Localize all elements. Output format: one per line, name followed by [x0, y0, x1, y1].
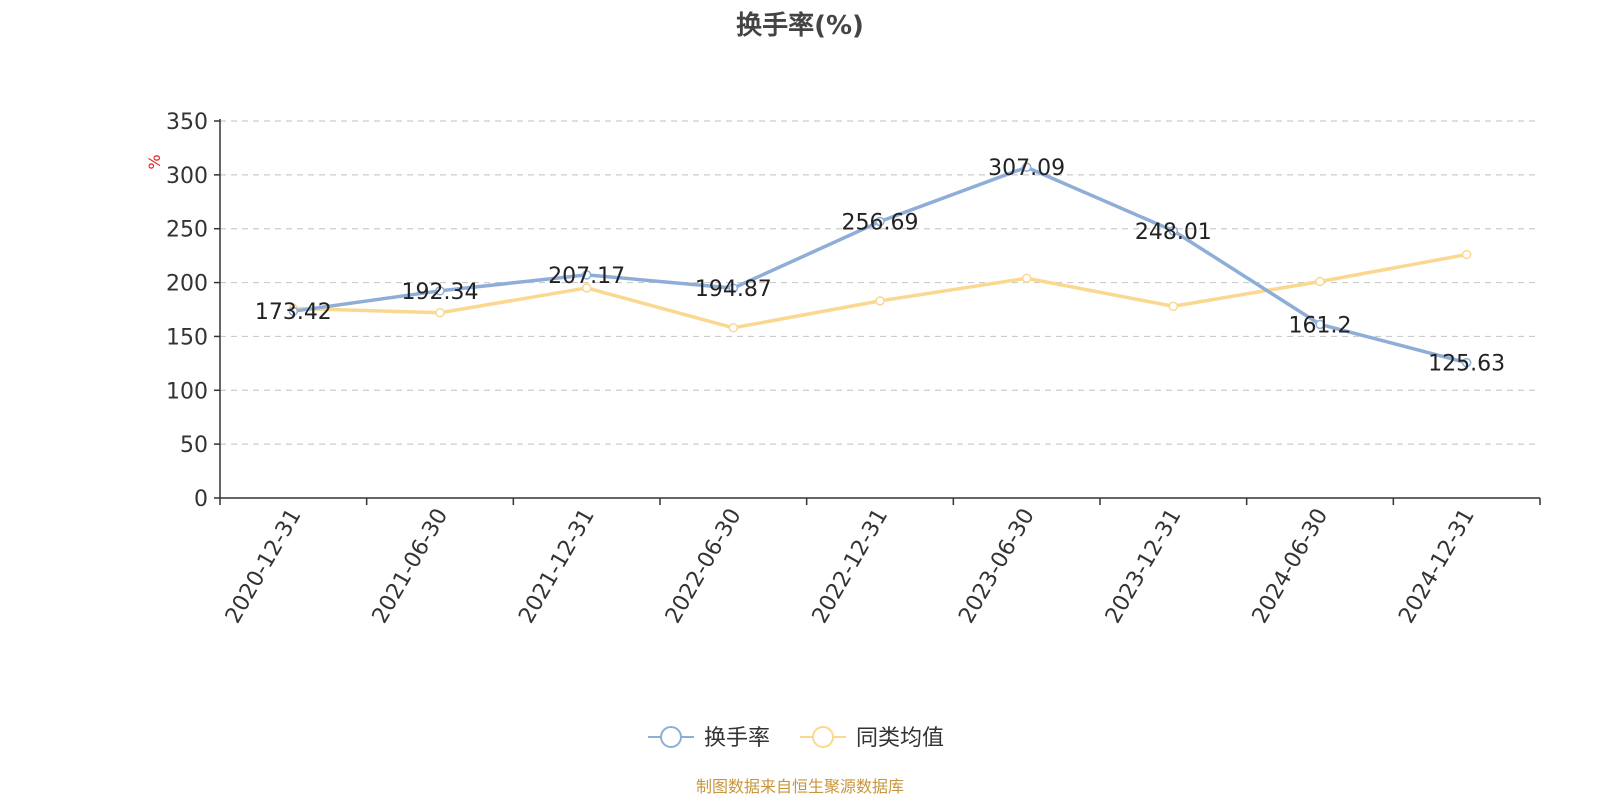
- data-label-turnover: 173.42: [255, 300, 332, 325]
- y-tick-label-300: 300: [166, 164, 208, 189]
- data-label-turnover: 256.69: [842, 211, 919, 236]
- y-tick-label-150: 150: [166, 325, 208, 350]
- data-label-turnover: 161.2: [1289, 313, 1352, 338]
- x-tick-label: 2020-12-31: [221, 505, 307, 628]
- turnover-point: [288, 306, 299, 316]
- turnover-point: [875, 216, 885, 227]
- x-tick-label: 2023-12-31: [1101, 505, 1187, 628]
- peer-average-point: [435, 307, 445, 318]
- legend-item-turnover[interactable]: 换手率: [648, 726, 770, 751]
- peer-average-point: [581, 283, 592, 293]
- turnover-point: [435, 286, 445, 296]
- y-tick-label-100: 100: [166, 379, 208, 404]
- legend: 换手率 同类均值: [648, 726, 944, 751]
- x-tick-label: 2024-12-31: [1394, 505, 1480, 628]
- turnover-point: [1315, 319, 1325, 330]
- grid-lines: [220, 120, 1540, 445]
- data-label-turnover: 207.17: [548, 264, 625, 289]
- source-note: 制图数据来自恒生聚源数据库: [696, 777, 904, 796]
- x-tick-label: 2024-06-30: [1248, 505, 1334, 628]
- legend-marker-peer-average: [812, 726, 834, 748]
- y-axis-unit-label: %: [145, 154, 164, 169]
- data-label-turnover: 194.87: [695, 277, 772, 302]
- turnover-point: [1461, 357, 1472, 368]
- y-tick-label-250: 250: [166, 218, 208, 243]
- peer-average-point: [1021, 273, 1032, 284]
- x-tick-label: 2023-06-30: [954, 505, 1040, 628]
- peer-average-point: [1315, 276, 1325, 287]
- turnover-point: [1021, 162, 1032, 172]
- peer-average-point: [1168, 301, 1179, 312]
- peer-average-point: [875, 296, 885, 306]
- y-tick-label-0: 0: [194, 487, 208, 512]
- axes: 0 50 100 150 200 250 300 350 2020-12-31 2021-06-3…: [166, 110, 1541, 628]
- y-tick-label-200: 200: [166, 272, 208, 297]
- y-tick-label-50: 50: [180, 433, 208, 458]
- data-label-turnover: 248.01: [1135, 220, 1212, 245]
- legend-marker-turnover: [660, 726, 682, 748]
- x-tick-label: 2021-12-31: [514, 505, 600, 628]
- data-label-turnover: 125.63: [1428, 352, 1505, 377]
- data-labels: 173.42 192.34 207.17 194.87 256.69 307.09 248.…: [255, 156, 1505, 376]
- turnover-point: [728, 283, 739, 293]
- peer-average-point: [1461, 249, 1472, 260]
- x-tick-label: 2021-06-30: [368, 505, 454, 628]
- data-label-turnover: 307.09: [988, 156, 1065, 181]
- chart-title: 换手率(%): [736, 10, 864, 41]
- legend-item-peer-average[interactable]: 同类均值: [800, 726, 944, 751]
- legend-label-turnover: 换手率: [704, 726, 770, 751]
- data-label-turnover: 192.34: [402, 280, 479, 305]
- y-tick-label-350: 350: [166, 110, 208, 135]
- peer-average-point: [728, 323, 739, 333]
- turnover-point: [1168, 226, 1179, 236]
- x-tick-label: 2022-12-31: [808, 505, 894, 628]
- turnover-point: [581, 270, 592, 280]
- legend-label-peer-average: 同类均值: [856, 726, 944, 751]
- x-tick-label: 2022-06-30: [661, 505, 747, 628]
- series-lines: [288, 162, 1472, 368]
